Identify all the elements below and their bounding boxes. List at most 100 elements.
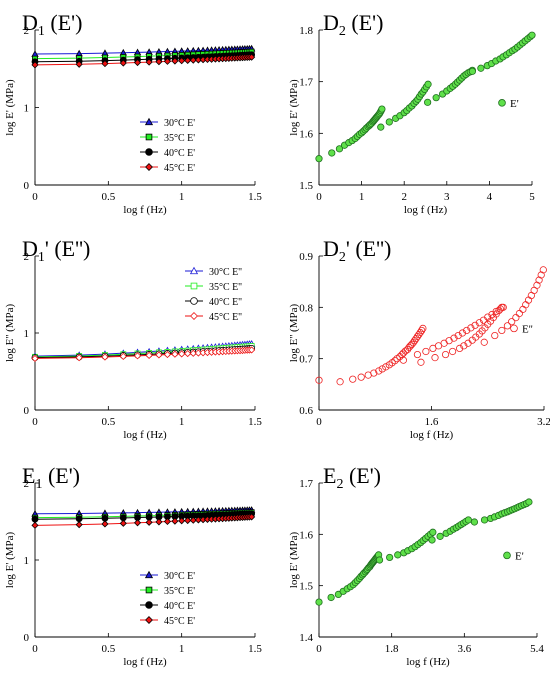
data-point	[535, 276, 543, 284]
legend-marker	[145, 586, 153, 594]
legend-label: E''	[522, 323, 533, 335]
legend-marker	[510, 324, 518, 333]
segment-0	[315, 551, 383, 606]
y-tick-label: 1	[24, 103, 30, 115]
data-point	[145, 518, 153, 526]
y-tick-label: 1.6	[299, 529, 313, 541]
x-tick-label: 1.5	[248, 643, 262, 655]
legend: E'	[503, 550, 524, 562]
legend-marker	[145, 148, 153, 156]
segment-0	[315, 324, 427, 386]
data-point	[477, 64, 485, 72]
data-point	[475, 319, 483, 327]
chart-title-sub: 1	[38, 24, 45, 39]
legend-label: 30°C E'	[164, 571, 195, 582]
segment-2	[424, 66, 476, 106]
legend-marker	[144, 117, 154, 126]
series-0	[315, 498, 533, 606]
x-tick-label: 1.6	[425, 416, 439, 428]
legend-label: 30°C E'	[164, 118, 195, 129]
y-tick-label: 1	[24, 555, 30, 567]
segment-1	[375, 528, 437, 564]
data-point	[525, 498, 533, 506]
y-tick-label: 0	[24, 632, 30, 644]
data-point	[378, 105, 386, 113]
y-axis-label: log E' (MPa)	[4, 531, 16, 588]
legend: 30°C E' 35°C E' 40°C E' 45°C E'	[140, 570, 195, 627]
y-tick-label: 1	[24, 328, 30, 340]
data-point	[189, 349, 197, 357]
y-tick-label: 1.7	[299, 478, 313, 490]
data-point	[431, 354, 439, 362]
chart-title-sub: 2	[339, 250, 346, 265]
legend-label: 40°C E'	[164, 601, 195, 612]
x-axis-label: log f (Hz)	[123, 429, 167, 441]
series-3	[31, 53, 256, 69]
data-point	[133, 58, 142, 67]
y-tick-label: 0	[24, 180, 30, 192]
legend-label: 35°C E'	[164, 586, 195, 597]
x-tick-label: 1	[179, 643, 185, 655]
chart-title: E1 (E')	[22, 463, 80, 492]
data-point	[480, 516, 489, 524]
data-point	[456, 344, 464, 352]
data-point	[31, 354, 39, 362]
data-point	[315, 598, 323, 606]
y-tick-label: 1.6	[299, 128, 313, 140]
data-point	[75, 354, 83, 362]
y-tick-label: 0.6	[299, 405, 313, 417]
x-tick-label: 1.8	[385, 643, 399, 655]
data-point	[432, 94, 440, 102]
data-point	[480, 338, 488, 346]
data-point	[492, 307, 500, 316]
y-tick-label: 0	[24, 405, 30, 417]
legend-marker	[190, 312, 198, 320]
data-point	[471, 321, 479, 329]
data-point	[248, 513, 256, 521]
chart-E2: E2 (E') 0 1.8 3.6 5.4 1.4 1.5 1.6 1.7 log f (Hz) l…	[288, 463, 544, 668]
y-tick-label: 2	[24, 478, 30, 490]
data-point	[155, 351, 163, 359]
segment-3	[470, 498, 533, 526]
x-axis-label: log f (Hz)	[123, 204, 167, 216]
x-tick-label: 1.5	[248, 191, 262, 203]
chart-title: D1' (E'')	[22, 236, 90, 265]
y-tick-label: 0.8	[299, 302, 313, 314]
data-point	[171, 57, 179, 65]
y-tick-label: 2	[24, 251, 30, 263]
data-point	[119, 519, 127, 527]
legend-label: 40°C E'	[164, 148, 195, 159]
y-axis-label: log E' (MPa)	[4, 79, 16, 136]
y-tick-label: 1.8	[299, 25, 313, 37]
x-tick-label: 0.5	[101, 416, 115, 428]
chart-title: D2' (E'')	[323, 236, 391, 265]
data-point	[171, 517, 179, 525]
data-point	[537, 271, 545, 279]
y-axis-label: log E'' (MPa)	[4, 303, 16, 362]
segment-0	[315, 105, 386, 163]
x-tick-label: 5	[529, 191, 535, 203]
chart-title-sub: 2	[336, 477, 343, 492]
y-tick-label: 1.5	[299, 581, 313, 593]
data-point	[336, 378, 344, 386]
chart-title: D1 (E')	[22, 10, 82, 39]
y-axis-label: log E' (MPa)	[288, 531, 300, 588]
data-point	[491, 331, 499, 340]
data-point	[522, 301, 530, 309]
data-point	[418, 326, 426, 335]
data-point	[145, 351, 153, 359]
chart-title-sub: 1	[38, 250, 45, 265]
legend: E'	[498, 98, 519, 110]
y-tick-label: 1.4	[299, 632, 313, 644]
legend-label: 45°C E''	[209, 312, 242, 323]
series-3	[31, 346, 256, 362]
x-tick-label: 4	[487, 191, 493, 203]
data-point	[75, 521, 83, 529]
data-point	[512, 313, 520, 322]
chart-title-main: E	[22, 463, 35, 488]
data-point	[248, 53, 256, 61]
